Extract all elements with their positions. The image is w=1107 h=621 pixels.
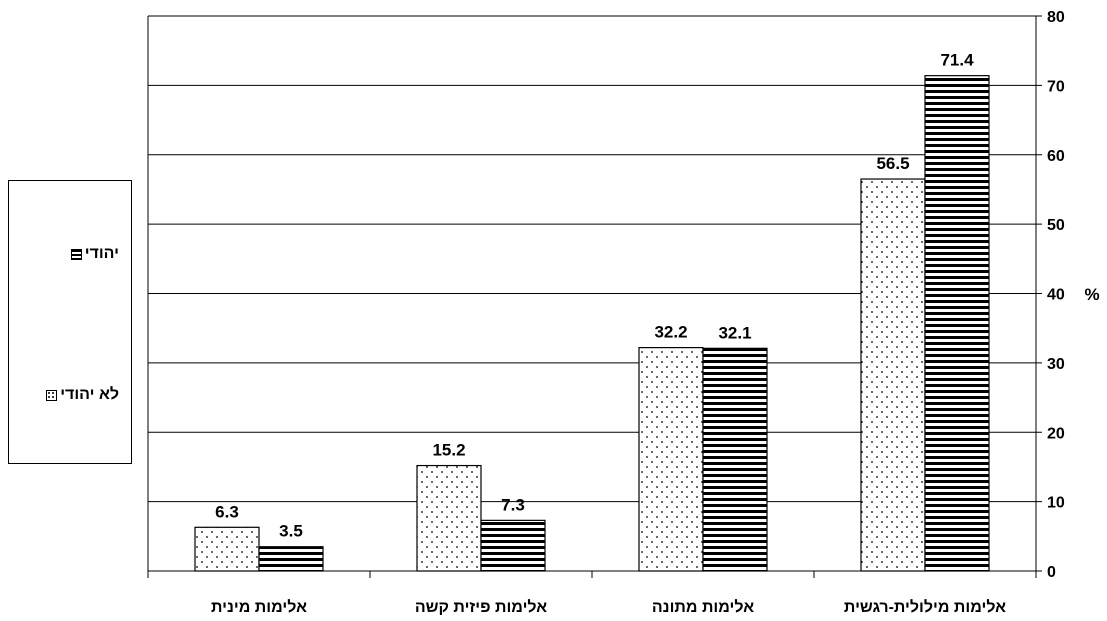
bar <box>194 526 260 572</box>
category-label: אלימות מינית <box>211 598 307 616</box>
legend-swatch-stripes <box>70 248 82 260</box>
y-tick-label: 0 <box>1047 564 1056 581</box>
data-label: 15.2 <box>432 441 465 460</box>
y-tick-label: 50 <box>1047 217 1065 234</box>
data-label: 7.3 <box>501 495 525 514</box>
y-tick-label: 60 <box>1047 148 1065 165</box>
bar <box>702 347 768 572</box>
data-label: 6.3 <box>215 502 239 521</box>
legend-label-jewish: יהודי <box>84 245 119 262</box>
plot-area: 0 10 20 30 40 50 60 70 80 אלימות מילולית-רגשית 56.… <box>147 9 1065 616</box>
y-tick-label: 30 <box>1047 356 1065 373</box>
data-label: 32.1 <box>718 323 751 342</box>
y-tick-label: 80 <box>1047 9 1065 26</box>
y-tick-label: 10 <box>1047 495 1065 512</box>
bar <box>860 178 926 572</box>
bar <box>924 75 990 572</box>
data-label: 56.5 <box>876 154 909 173</box>
bar <box>480 519 546 572</box>
legend-label-nonjewish: לא יהודי <box>60 386 119 403</box>
y-tick-label: 20 <box>1047 425 1065 442</box>
bar <box>258 546 324 572</box>
data-label: 32.2 <box>654 323 687 342</box>
legend-swatch-dots <box>46 389 58 401</box>
y-tick-label: 70 <box>1047 78 1065 95</box>
y-tick-label: 40 <box>1047 287 1065 304</box>
legend-item-nonjewish: לא יהודי <box>46 386 119 404</box>
legend-item-jewish: יהודי <box>70 245 119 263</box>
data-label: 3.5 <box>279 522 303 541</box>
category-label: אלימות מילולית-רגשית <box>844 598 1006 616</box>
category-label: אלימות מתונה <box>652 598 754 616</box>
bar <box>416 464 482 572</box>
category-label: אלימות פיזית קשה <box>415 598 547 616</box>
bar <box>638 347 704 572</box>
legend: יהודי לא יהודי <box>8 180 132 464</box>
y-axis-label: % <box>1084 285 1099 304</box>
data-label: 71.4 <box>940 51 974 70</box>
